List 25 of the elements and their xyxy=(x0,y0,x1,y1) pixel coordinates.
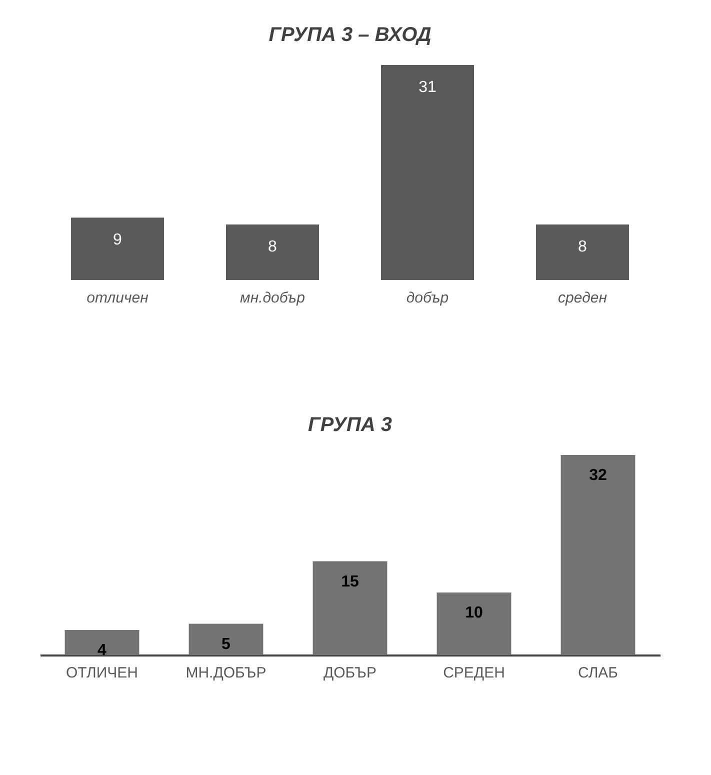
bar xyxy=(560,455,636,655)
x-tick-label: ОТЛИЧЕН xyxy=(66,664,138,682)
data-label: 5 xyxy=(222,636,231,653)
data-label: 15 xyxy=(341,573,359,590)
x-tick-label: среден xyxy=(558,290,607,306)
x-tick-label: мн.добър xyxy=(240,290,305,306)
data-label: 9 xyxy=(113,232,122,249)
x-tick-label: ДОБЪР xyxy=(323,664,377,682)
x-tick-label: СЛАБ xyxy=(578,664,618,682)
bar xyxy=(188,624,264,655)
x-tick-label: отличен xyxy=(86,290,148,306)
data-label: 8 xyxy=(268,238,278,256)
data-label: 8 xyxy=(578,238,588,256)
x-tick-label: СРЕДЕН xyxy=(443,664,505,682)
data-label: 31 xyxy=(418,79,436,96)
bar xyxy=(64,630,140,655)
x-tick-label: МН.ДОБЪР xyxy=(186,664,266,682)
x-tick-label: добър xyxy=(406,290,449,306)
chart-title: ГРУПА 3 xyxy=(308,414,392,436)
bar xyxy=(312,561,388,655)
chart-title: ГРУПА 3 – ВХОД xyxy=(268,24,432,46)
data-label: 32 xyxy=(589,467,607,484)
bar xyxy=(436,592,512,655)
data-label: 4 xyxy=(98,642,107,659)
data-label: 10 xyxy=(465,604,483,622)
